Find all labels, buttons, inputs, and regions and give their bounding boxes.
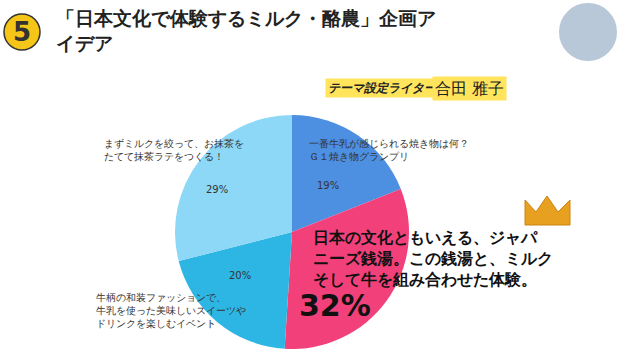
svg-text:20%: 20% (229, 270, 251, 281)
svg-text:まずミルクを絞って、お抹茶をたてて抹茶ラテをつくる！: まずミルクを絞って、お抹茶をたてて抹茶ラテをつくる！ (104, 138, 244, 162)
svg-text:32%: 32% (299, 288, 371, 323)
svg-text:19%: 19% (317, 180, 339, 191)
svg-text:29%: 29% (206, 184, 228, 195)
svg-text:牛柄の和装ファッションで、牛乳を使った美味しいスイーツやドリ: 牛柄の和装ファッションで、牛乳を使った美味しいスイーツやドリンクを楽しむイベント (96, 292, 246, 329)
svg-text:5: 5 (13, 17, 31, 47)
svg-text:「日本文化で体験するミルク・酪農」企画アイデア: 「日本文化で体験するミルク・酪農」企画アイデア (56, 7, 436, 54)
svg-text:合田 雅子: 合田 雅子 (435, 79, 504, 98)
svg-text:一番牛乳が感じられる焼き物は何？Ｇ１焼き物グランプリ: 一番牛乳が感じられる焼き物は何？Ｇ１焼き物グランプリ (309, 138, 469, 162)
svg-text:日本の文化ともいえる、ジャパニーズ銭湯。この銭湯と、ミルクそ: 日本の文化ともいえる、ジャパニーズ銭湯。この銭湯と、ミルクそして牛を組み合わせた… (313, 228, 553, 289)
svg-text:テーマ設定ライター: テーマ設定ライター (328, 81, 437, 95)
